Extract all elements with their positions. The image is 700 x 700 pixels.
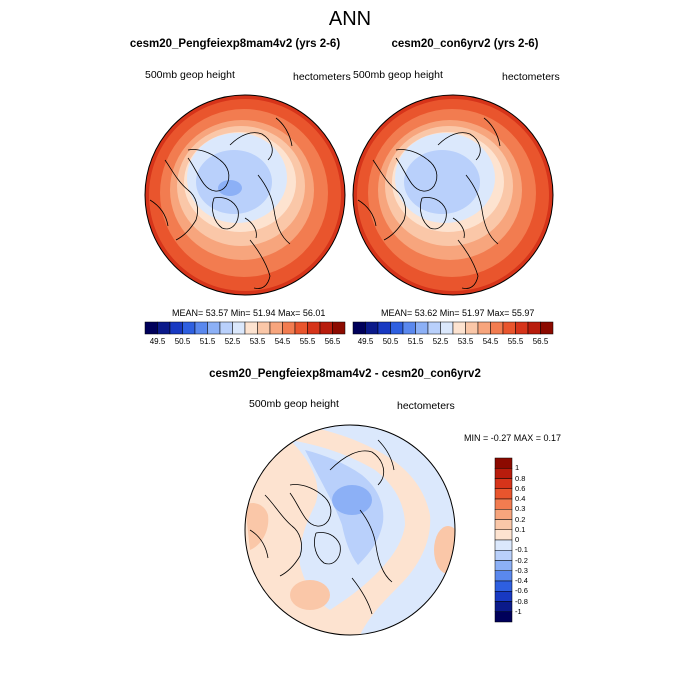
colorbar-swatch (157, 321, 171, 335)
diff-colorbar-swatch (494, 539, 513, 551)
colorbar-swatch (244, 321, 258, 335)
diff-colorbar-swatch (494, 550, 513, 561)
diff-colorbar-tick-label: 0.2 (515, 514, 526, 524)
colorbar2 (352, 321, 554, 335)
panel1-map (144, 94, 346, 296)
diff-colorbar-swatch (494, 611, 513, 623)
diff-colorbar-tick-label: 0 (515, 535, 520, 544)
panel2-stats: MEAN= 53.62 Min= 51.97 Max= 55.97 (381, 308, 535, 318)
diff-colorbar-swatch (494, 498, 513, 510)
colorbar-swatch (207, 321, 221, 335)
panel2-units-label: hectometers (502, 71, 560, 83)
diff-colorbar-tick-label: -0.1 (515, 545, 528, 555)
diff-colorbar-tick-label: 0.6 (515, 483, 526, 493)
panel1-stats: MEAN= 53.57 Min= 51.94 Max= 56.01 (172, 308, 326, 318)
diff-colorbar-tick-label: 0.4 (515, 494, 526, 503)
panel2-title: cesm20_con6yrv2 (yrs 2-6) (391, 38, 539, 50)
diff-colorbar-swatch (494, 601, 513, 612)
panel2-map (352, 94, 554, 296)
colorbar-swatch (477, 321, 491, 335)
colorbar-swatch (402, 321, 416, 335)
panel1-variable-label: 500mb geop height (145, 69, 235, 81)
colorbar-swatch (365, 321, 379, 335)
diff-colorbar-swatch (494, 529, 513, 541)
colorbar-tick-label: 53.5 (457, 337, 474, 346)
colorbar-swatch (307, 321, 321, 335)
colorbar-tick-label: 52.5 (224, 337, 241, 346)
colorbar-swatch (515, 321, 529, 335)
colorbar-swatch (502, 321, 516, 335)
colorbar-swatch (427, 321, 441, 335)
diff-colorbar-tick-label: 0.8 (515, 473, 526, 483)
colorbar-swatch (144, 321, 158, 335)
diff-colorbar-tick-label: 1 (515, 463, 520, 473)
colorbar-swatch (465, 321, 479, 335)
diff-colorbar-swatch (494, 560, 513, 571)
colorbar-swatch (540, 321, 554, 335)
panel1-units-label: hectometers (293, 71, 351, 83)
diff-colorbar-swatch (494, 519, 513, 530)
colorbar-tick-label: 53.5 (249, 337, 266, 346)
colorbar-swatch (182, 321, 196, 335)
colorbar-swatch (194, 321, 208, 335)
colorbar-tick-label: 54.5 (482, 337, 499, 346)
colorbar-tick-label: 49.5 (357, 337, 374, 346)
colorbar-tick-label: 55.5 (299, 337, 316, 346)
diff-colorbar-tick-label: -0.2 (515, 555, 528, 565)
diff-colorbar-tick-label: -0.8 (515, 596, 528, 606)
panel1-title: cesm20_Pengfeiexp8mam4v2 (yrs 2-6) (129, 38, 341, 50)
colorbar1 (144, 321, 346, 335)
figure-title: ANN (328, 8, 372, 30)
colorbar-tick-label: 49.5 (149, 337, 166, 346)
diff-map (244, 424, 456, 636)
diff-colorbar-tick-label: -1 (515, 606, 522, 616)
diff-colorbar-tick-label: -0.6 (515, 586, 528, 596)
colorbar-swatch (452, 321, 466, 335)
colorbar-tick-label: 52.5 (432, 337, 449, 346)
colorbar-swatch (415, 321, 429, 335)
colorbar-swatch (257, 321, 271, 335)
colorbar-tick-label: 54.5 (274, 337, 291, 346)
colorbar-swatch (440, 321, 454, 335)
diff-colorbar-swatch (494, 478, 513, 489)
diff-colorbar-swatch (494, 468, 513, 479)
colorbar-swatch (332, 321, 346, 335)
diff-colorbar-tick-label: 0.1 (515, 524, 526, 534)
diff-colorbar-swatch (494, 488, 513, 500)
diff-colorbar-swatch (494, 570, 513, 582)
colorbar-swatch (352, 321, 366, 335)
colorbar-swatch (269, 321, 283, 335)
diff-colorbar-swatch (494, 457, 513, 469)
colorbar-swatch (232, 321, 246, 335)
colorbar-tick-label: 50.5 (382, 337, 399, 346)
colorbar-swatch (294, 321, 308, 335)
diff-title: cesm20_Pengfeiexp8mam4v2 - cesm20_con6yr… (209, 368, 481, 380)
colorbar-swatch (169, 321, 183, 335)
diff-colorbar-swatch (494, 591, 513, 602)
colorbar-swatch (390, 321, 404, 335)
diff-minmax: MIN = -0.27 MAX = 0.17 (464, 433, 562, 443)
colorbar-swatch (319, 321, 333, 335)
diff-colorbar-tick-label: 0.3 (515, 504, 526, 514)
diff-colorbar-tick-label: -0.4 (515, 576, 528, 585)
colorbar-tick-label: 56.5 (532, 337, 549, 346)
panel2-variable-label: 500mb geop height (353, 69, 443, 81)
colorbar-swatch (282, 321, 296, 335)
colorbar-swatch (219, 321, 233, 335)
colorbar-tick-label: 55.5 (507, 337, 524, 346)
diff-units-label: hectometers (397, 400, 455, 412)
colorbar-swatch (377, 321, 391, 335)
diff-colorbar-tick-label: -0.3 (515, 565, 528, 575)
diff-colorbar-swatch (494, 509, 513, 520)
diff-colorbar (494, 457, 513, 623)
diff-colorbar-swatch (494, 580, 513, 592)
colorbar-tick-label: 56.5 (324, 337, 341, 346)
colorbar-swatch (527, 321, 541, 335)
colorbar-tick-label: 51.5 (407, 337, 424, 346)
diff-variable-label: 500mb geop height (249, 398, 339, 410)
colorbar-tick-label: 51.5 (199, 337, 216, 346)
colorbar-swatch (490, 321, 504, 335)
colorbar-tick-label: 50.5 (174, 337, 191, 346)
